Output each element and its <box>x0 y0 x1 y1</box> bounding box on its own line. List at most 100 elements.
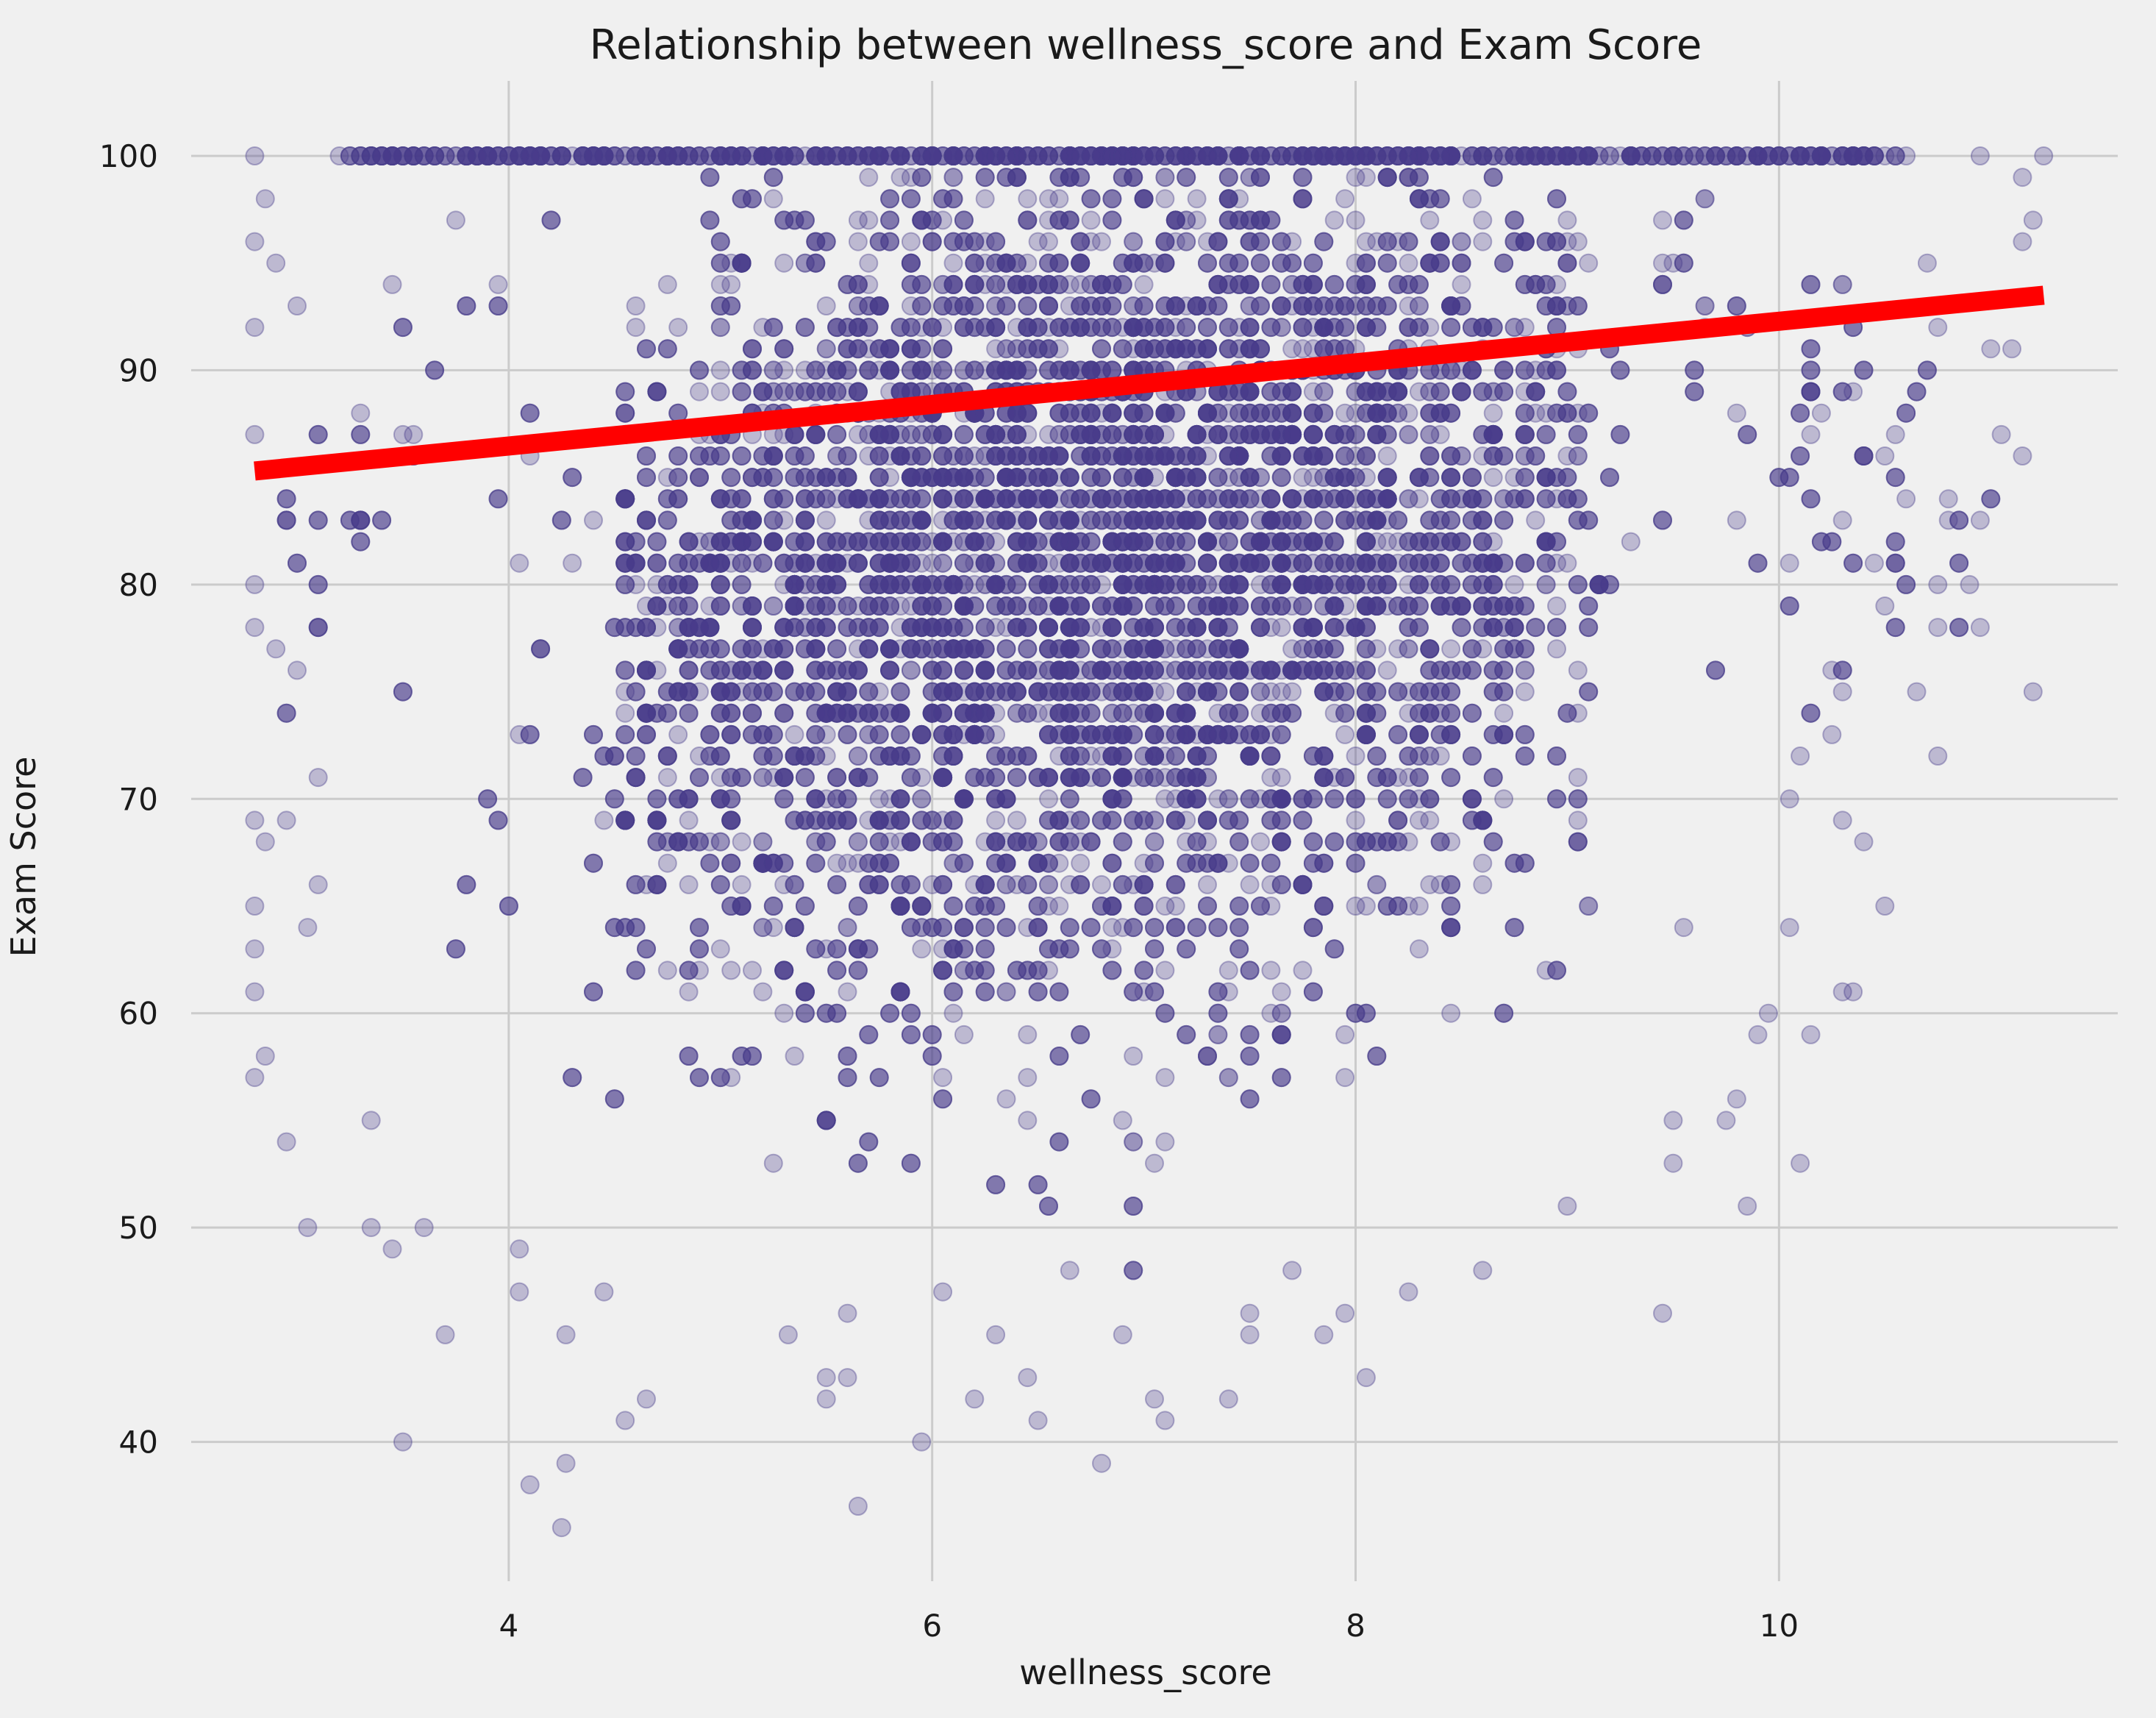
scatter-point <box>838 1368 857 1388</box>
scatter-point <box>1071 424 1091 444</box>
scatter-point <box>1399 253 1418 273</box>
scatter-point <box>1452 253 1471 273</box>
scatter-point <box>1134 318 1154 338</box>
scatter-point <box>1346 897 1366 916</box>
scatter-point <box>1039 574 1058 594</box>
scatter-point <box>1018 1068 1038 1088</box>
scatter-point <box>1124 232 1143 252</box>
scatter-point <box>1229 724 1249 744</box>
scatter-point <box>1240 232 1260 252</box>
scatter-point <box>1314 468 1334 488</box>
scatter-point <box>1018 189 1038 209</box>
scatter-point <box>1155 168 1175 188</box>
scatter-point <box>1134 746 1154 766</box>
scatter-point <box>308 768 328 788</box>
scatter-point <box>986 810 1006 830</box>
scatter-point <box>1377 446 1397 466</box>
scatter-point <box>1420 789 1440 809</box>
scatter-point <box>1346 618 1366 638</box>
scatter-point <box>1473 874 1493 894</box>
scatter-point <box>795 574 815 594</box>
scatter-point <box>1039 874 1058 894</box>
scatter-point <box>1409 939 1429 959</box>
scatter-point <box>1240 874 1260 894</box>
scatter-point <box>1282 339 1302 359</box>
scatter-point <box>1039 189 1058 209</box>
scatter-point <box>1271 596 1291 616</box>
scatter-point <box>710 939 730 959</box>
scatter-point <box>806 832 826 852</box>
scatter-point <box>1504 574 1524 594</box>
points-layer <box>245 146 2054 1538</box>
scatter-point <box>933 553 953 573</box>
scatter-point <box>626 296 646 316</box>
chart-title: Relationship between wellness_score and … <box>590 21 1702 69</box>
scatter-point <box>1526 510 1546 530</box>
scatter-point <box>1251 618 1270 638</box>
scatter-point <box>859 510 879 530</box>
scatter-point <box>393 424 413 444</box>
scatter-point <box>1377 532 1397 552</box>
scatter-point <box>986 510 1006 530</box>
scatter-point <box>1928 618 1948 638</box>
scatter-point <box>912 553 932 573</box>
scatter-point <box>732 874 752 894</box>
scatter-point <box>1420 703 1440 723</box>
scatter-point <box>1346 746 1366 766</box>
scatter-point <box>1399 424 1418 444</box>
scatter-point <box>1854 446 1874 466</box>
scatter-point <box>1409 489 1429 509</box>
scatter-point <box>996 424 1016 444</box>
scatter-point <box>753 768 773 788</box>
scatter-point <box>912 618 932 638</box>
scatter-point <box>763 189 783 209</box>
scatter-point <box>827 810 847 830</box>
scatter-point <box>795 1003 815 1023</box>
scatter-point <box>975 360 995 380</box>
scatter-point <box>848 746 868 766</box>
scatter-point <box>594 810 614 830</box>
scatter-point <box>1039 532 1058 552</box>
scatter-point <box>679 810 699 830</box>
scatter-point <box>1346 810 1366 830</box>
scatter-point <box>563 553 582 573</box>
scatter-point <box>679 532 699 552</box>
scatter-point <box>1092 874 1111 894</box>
scatter-point <box>1335 189 1355 209</box>
scatter-point <box>1409 553 1429 573</box>
scatter-point <box>1251 618 1270 638</box>
scatter-point <box>1039 232 1058 252</box>
scatter-point <box>965 574 985 594</box>
scatter-point <box>1473 853 1493 873</box>
scatter-point <box>1568 232 1588 252</box>
scatter-point <box>1335 424 1355 444</box>
scatter-point <box>1187 189 1207 209</box>
scatter-point <box>1028 832 1048 852</box>
scatter-point <box>1208 618 1228 638</box>
scatter-point <box>1568 703 1588 723</box>
scatter-point <box>1324 574 1344 594</box>
scatter-point <box>827 424 847 444</box>
scatter-point <box>1028 853 1048 873</box>
scatter-point <box>795 574 815 594</box>
scatter-point <box>1124 168 1143 188</box>
scatter-point <box>710 360 730 380</box>
scatter-point <box>859 274 879 294</box>
scatter-point <box>710 703 730 723</box>
scatter-point <box>1811 403 1831 423</box>
scatter-point <box>626 574 646 594</box>
scatter-point <box>922 596 942 616</box>
scatter-point <box>1007 510 1027 530</box>
scatter-point <box>1388 510 1408 530</box>
scatter-point <box>943 253 963 273</box>
scatter-point <box>1028 918 1048 938</box>
scatter-point <box>912 446 932 466</box>
scatter-point <box>1018 596 1038 616</box>
scatter-point <box>1018 918 1038 938</box>
scatter-point <box>816 746 836 766</box>
scatter-point <box>975 253 995 273</box>
scatter-point <box>1271 618 1291 638</box>
scatter-point <box>1060 274 1079 294</box>
scatter-point <box>912 1432 932 1452</box>
scatter-point <box>1071 146 1091 165</box>
